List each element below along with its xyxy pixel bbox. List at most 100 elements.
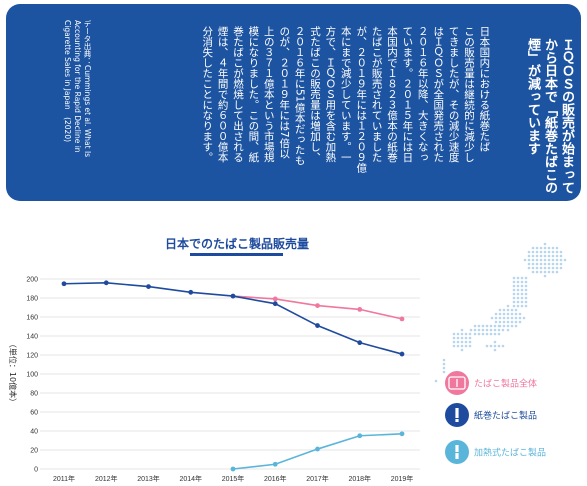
cigarette-icon bbox=[445, 403, 469, 427]
x-tick-label: 2019年 bbox=[391, 474, 414, 483]
map-dot bbox=[498, 316, 502, 320]
chart-title: 日本でのたばこ製品販売量 bbox=[165, 236, 309, 251]
map-dot bbox=[516, 288, 520, 292]
map-dot bbox=[520, 296, 524, 300]
map-dot bbox=[527, 254, 531, 258]
panel-body-line: たばこが販売されていました bbox=[370, 26, 383, 163]
map-dot bbox=[506, 304, 510, 308]
panel-body-line: 日本国内における紙巻たば bbox=[478, 26, 491, 152]
data-point-cigarette bbox=[230, 293, 236, 299]
map-dot bbox=[468, 336, 472, 340]
map-dot bbox=[493, 332, 497, 336]
map-dot bbox=[460, 336, 464, 340]
data-point-total bbox=[315, 303, 320, 308]
map-dot bbox=[506, 324, 510, 328]
map-dot bbox=[527, 258, 531, 262]
map-dot bbox=[502, 316, 506, 320]
map-dot bbox=[551, 250, 555, 254]
data-point-heated bbox=[230, 466, 236, 472]
map-dot bbox=[543, 258, 547, 262]
map-dot bbox=[516, 292, 520, 296]
map-dot bbox=[501, 344, 505, 348]
map-dot bbox=[512, 292, 516, 296]
map-dot bbox=[473, 332, 477, 336]
map-dot bbox=[516, 276, 520, 280]
map-dot bbox=[514, 324, 518, 328]
map-dot bbox=[489, 328, 493, 332]
map-dot bbox=[527, 266, 531, 270]
map-dot bbox=[531, 266, 535, 270]
data-source-line: Accounting for the Rapid Decline in bbox=[73, 20, 82, 153]
map-dot bbox=[551, 270, 555, 274]
map-dot bbox=[535, 246, 539, 250]
map-dot bbox=[539, 258, 543, 262]
panel-body-line: 式たばこの販売量は増加し、 bbox=[309, 26, 321, 163]
map-dot bbox=[539, 254, 543, 258]
map-dot bbox=[520, 280, 524, 284]
map-dot bbox=[547, 266, 551, 270]
map-dot bbox=[524, 296, 528, 300]
x-tick-labels: 2011年 2012年 2013年 2014年 2015年 2016年 2017年 2018年… bbox=[53, 474, 413, 483]
map-dot bbox=[516, 296, 520, 300]
map-dot bbox=[452, 344, 456, 348]
map-dot bbox=[493, 340, 497, 344]
y-tick-label: 100 bbox=[26, 372, 38, 379]
map-dot bbox=[516, 280, 520, 284]
map-dot bbox=[516, 300, 520, 304]
map-dot bbox=[506, 308, 510, 312]
data-point-cigarette bbox=[146, 284, 151, 289]
map-dot bbox=[501, 328, 505, 332]
map-dot bbox=[502, 320, 506, 324]
map-dot bbox=[522, 316, 526, 320]
map-dot bbox=[442, 366, 446, 370]
map-dot bbox=[535, 254, 539, 258]
map-dot bbox=[502, 312, 506, 316]
map-dot bbox=[543, 262, 547, 266]
info-panel: ＩＱＯＳの販売が始まって から日本で「紙巻たばこの 煙」が減っています 日本国内… bbox=[6, 4, 581, 201]
panel-body-line: 方で、ＩＱＯＳ用を含む加熱 bbox=[324, 26, 337, 163]
y-tick-label: 200 bbox=[26, 277, 38, 284]
data-point-heated bbox=[315, 446, 320, 452]
map-dot bbox=[512, 284, 516, 288]
map-dot bbox=[510, 308, 514, 312]
map-dot bbox=[547, 262, 551, 266]
map-dot bbox=[518, 320, 522, 324]
map-dot bbox=[481, 332, 485, 336]
panel-body-line: はＩＱＯＳが全国発売された bbox=[432, 26, 445, 163]
panel-body-line: ２０１６年に51億本だったも bbox=[293, 26, 306, 166]
panel-body-line: が、２０１９年には１２０９億 bbox=[355, 26, 368, 173]
map-dot bbox=[516, 304, 520, 308]
map-dot bbox=[555, 258, 559, 262]
data-point-cigarette bbox=[103, 280, 109, 286]
map-dot bbox=[520, 288, 524, 292]
y-tick-label: 0 bbox=[34, 467, 38, 474]
map-dot bbox=[506, 328, 510, 332]
map-dot bbox=[497, 324, 501, 328]
data-point-cigarette bbox=[61, 281, 67, 287]
map-dot bbox=[547, 270, 551, 274]
map-dot bbox=[514, 312, 518, 316]
y-axis-label: （単位：10億本） bbox=[8, 340, 18, 406]
map-dot bbox=[510, 312, 514, 316]
map-dot bbox=[490, 316, 494, 320]
map-dot bbox=[559, 266, 563, 270]
map-dot bbox=[518, 316, 522, 320]
x-tick-label: 2011年 bbox=[53, 474, 75, 483]
map-dot bbox=[514, 316, 518, 320]
map-dot bbox=[464, 332, 468, 336]
map-dot bbox=[456, 336, 460, 340]
map-dot bbox=[464, 336, 468, 340]
map-dot bbox=[539, 246, 543, 250]
map-dot bbox=[543, 250, 547, 254]
stick-filter bbox=[455, 453, 459, 459]
map-dot bbox=[555, 266, 559, 270]
map-dot bbox=[510, 316, 514, 320]
map-dot bbox=[510, 320, 514, 324]
map-dot bbox=[477, 324, 481, 328]
map-dot bbox=[527, 250, 531, 254]
map-dot bbox=[473, 328, 477, 332]
legend-label-total: たばこ製品全体 bbox=[474, 378, 537, 390]
map-dot bbox=[547, 246, 551, 250]
map-dot bbox=[493, 348, 497, 352]
